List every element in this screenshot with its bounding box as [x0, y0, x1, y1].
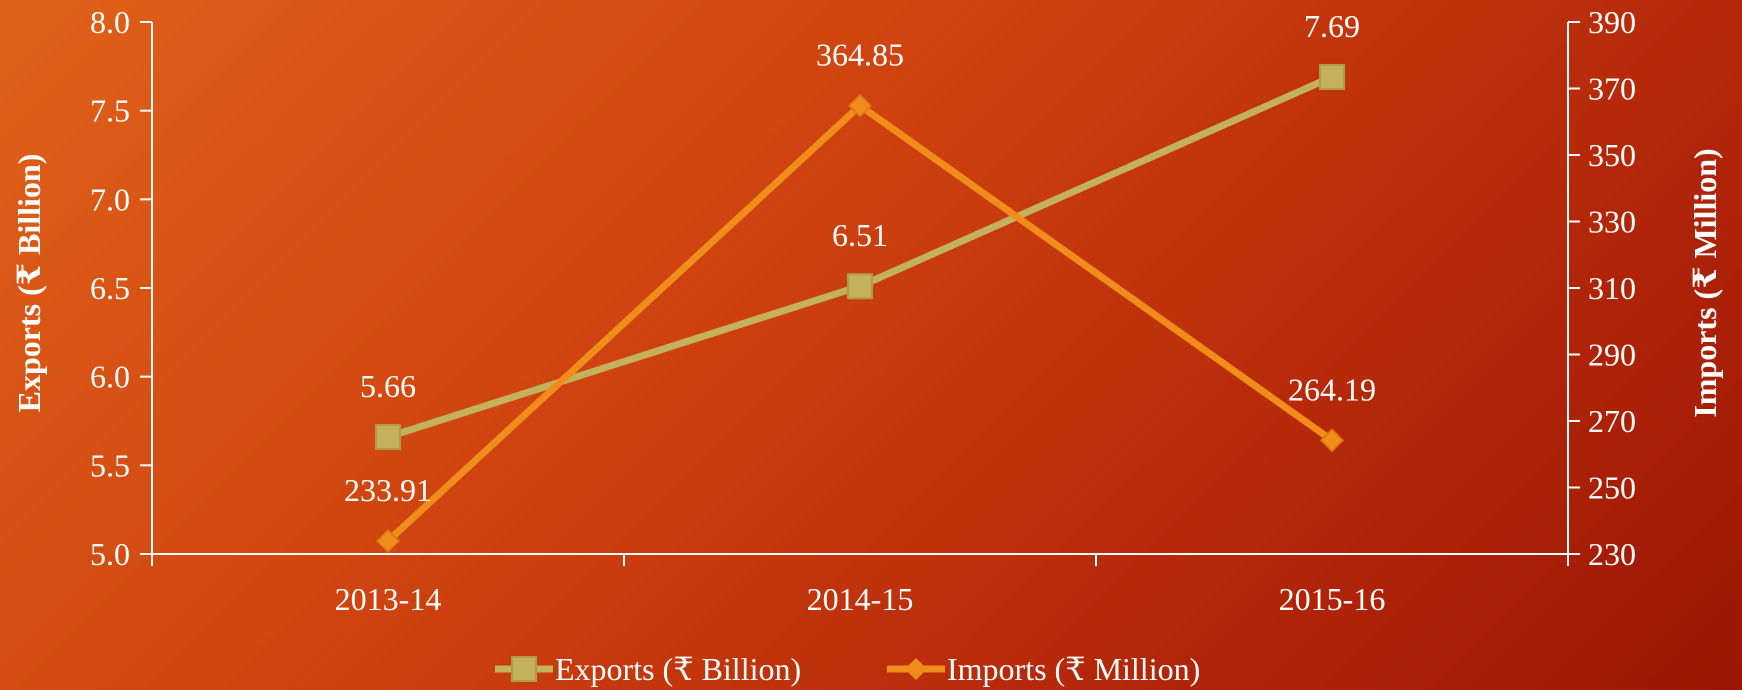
- right-y-tick-label: 230: [1588, 536, 1636, 572]
- legend: Exports (₹ Billion) Imports (₹ Million): [495, 651, 1200, 687]
- left-y-tick-label: 6.0: [90, 359, 130, 395]
- legend-item: Exports (₹ Billion): [495, 651, 801, 687]
- data-point-square: [847, 273, 873, 300]
- right-y-tick-label: 250: [1588, 470, 1636, 506]
- data-point-diamond: [1319, 428, 1345, 453]
- right-y-tick-label: 290: [1588, 337, 1636, 373]
- right-y-tick-label: 370: [1588, 71, 1636, 107]
- right-y-tick-label: 390: [1588, 4, 1636, 40]
- right-y-tick-label: 350: [1588, 137, 1636, 173]
- legend-item: Imports (₹ Million): [887, 651, 1200, 687]
- legend-square-marker: [511, 656, 537, 682]
- left-y-tick-label: 7.0: [90, 181, 130, 217]
- data-point-square: [375, 423, 401, 450]
- left-y-tick-label: 5.5: [90, 447, 130, 483]
- data-label: 5.66: [360, 368, 416, 404]
- data-label: 264.19: [1288, 371, 1376, 407]
- right-y-ticks: 230 250 270 290 310 330 350 370 390: [1568, 4, 1636, 572]
- right-y-axis-title: Imports (₹ Million): [1687, 148, 1723, 417]
- right-y-tick-label: 270: [1588, 403, 1636, 439]
- data-label: 233.91: [344, 472, 432, 508]
- series-imports: 233.91 364.85 264.19: [344, 37, 1376, 554]
- right-y-tick-label: 330: [1588, 204, 1636, 240]
- legend-label: Imports (₹ Million): [947, 651, 1200, 687]
- data-point-diamond: [847, 93, 873, 118]
- left-y-tick-label: 7.5: [90, 93, 130, 129]
- left-y-tick-label: 8.0: [90, 4, 130, 40]
- legend-label: Exports (₹ Billion): [555, 651, 801, 687]
- series-line: [384, 73, 1336, 441]
- left-y-ticks: 5.0 5.5 6.0 6.5 7.0 7.5 8.0: [90, 4, 152, 572]
- x-tick-label: 2015-16: [1279, 581, 1386, 617]
- data-point-diamond: [375, 528, 401, 554]
- x-tick-label: 2013-14: [335, 581, 442, 617]
- data-label: 6.51: [832, 217, 888, 253]
- left-y-tick-label: 6.5: [90, 270, 130, 306]
- series-layer: 5.66 6.51 7.69 233.91 364.85 264.19: [344, 8, 1376, 554]
- right-y-tick-label: 310: [1588, 270, 1636, 306]
- legend-diamond-marker: [905, 658, 927, 680]
- x-ticks: 2013-14 2014-15 2015-16: [151, 554, 1569, 617]
- data-label: 364.85: [816, 37, 904, 73]
- x-tick-label: 2014-15: [807, 581, 914, 617]
- data-label: 7.69: [1304, 8, 1360, 44]
- series-line: [384, 102, 1336, 545]
- left-y-tick-label: 5.0: [90, 536, 130, 572]
- data-point-square: [1319, 63, 1345, 90]
- series-exports: 5.66 6.51 7.69: [360, 8, 1360, 450]
- left-y-axis-title: Exports (₹ Billion): [11, 154, 47, 413]
